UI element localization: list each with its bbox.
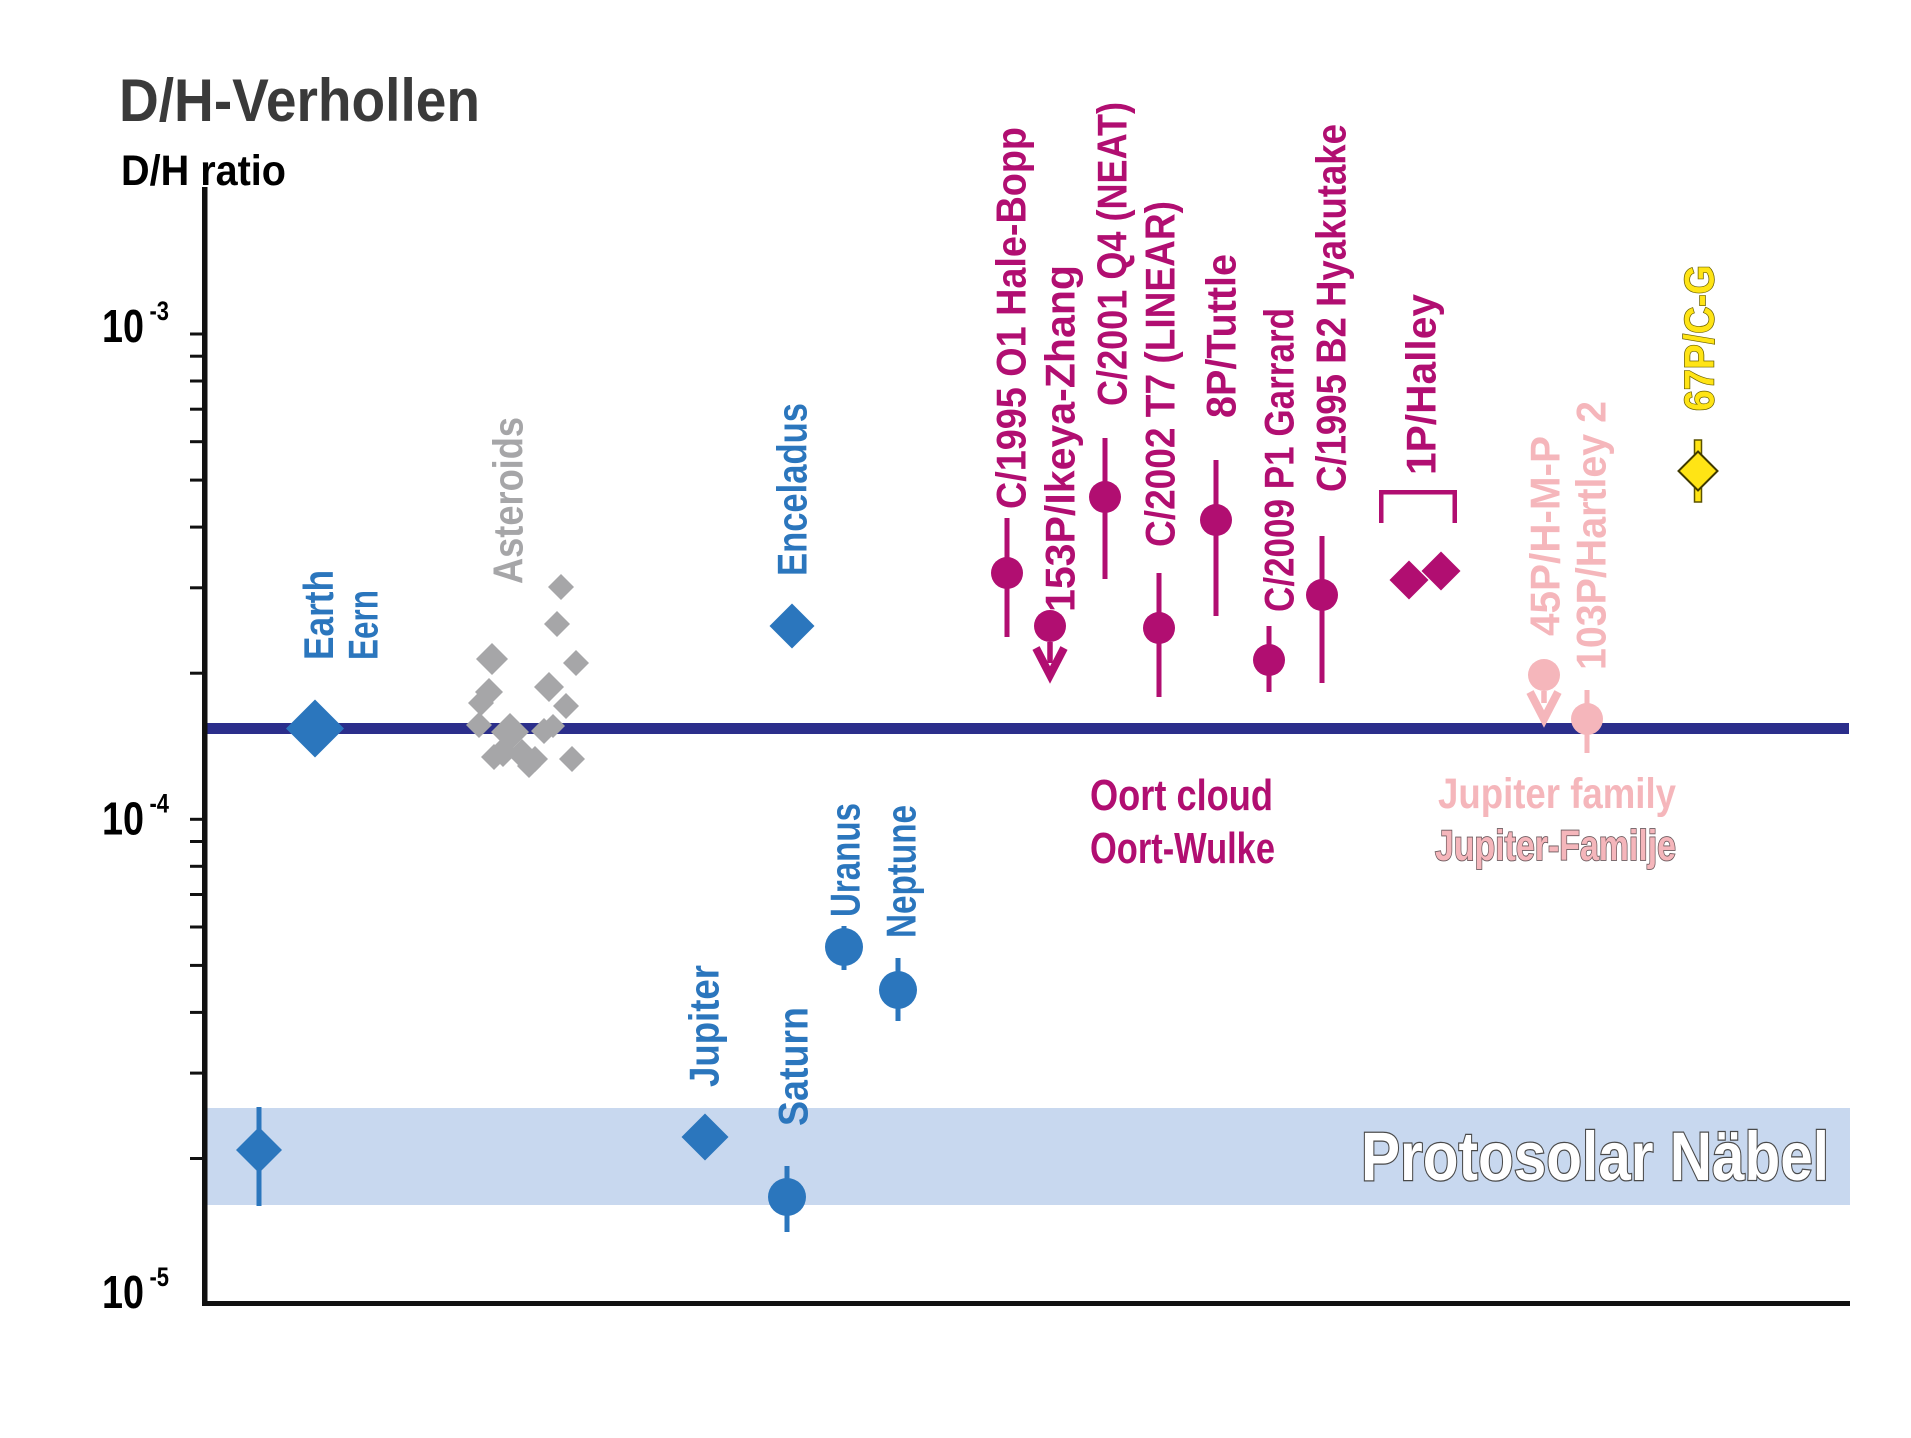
svg-text:Oort-Wulke: Oort-Wulke xyxy=(1090,824,1275,873)
svg-text:C/2001 Q4 (NEAT): C/2001 Q4 (NEAT) xyxy=(1089,102,1136,406)
svg-text:Uranus: Uranus xyxy=(822,803,869,917)
svg-text:103P/Hartley 2: 103P/Hartley 2 xyxy=(1568,401,1615,670)
svg-text:-3: -3 xyxy=(150,296,170,326)
svg-text:67P/C-G: 67P/C-G xyxy=(1676,265,1723,411)
svg-text:Neptune: Neptune xyxy=(878,805,925,938)
svg-text:10: 10 xyxy=(102,793,144,845)
svg-text:Protosolar Näbel: Protosolar Näbel xyxy=(1361,1118,1829,1195)
svg-text:C/2009 P1 Garrard: C/2009 P1 Garrard xyxy=(1256,308,1303,612)
svg-text:-5: -5 xyxy=(150,1262,170,1292)
svg-text:Asteroids: Asteroids xyxy=(485,417,532,584)
svg-text:Jupiter: Jupiter xyxy=(681,965,728,1087)
svg-text:D/H-Verhollen: D/H-Verhollen xyxy=(119,67,480,134)
svg-text:10: 10 xyxy=(102,300,144,352)
svg-text:Enceladus: Enceladus xyxy=(769,403,816,576)
svg-text:Eern: Eern xyxy=(340,590,387,660)
svg-text:-4: -4 xyxy=(150,789,170,819)
svg-text:Jupiter family: Jupiter family xyxy=(1438,770,1676,818)
svg-text:8P/Tuttle: 8P/Tuttle xyxy=(1198,254,1245,418)
svg-text:Saturn: Saturn xyxy=(770,1007,817,1126)
svg-text:Jupiter-Familje: Jupiter-Familje xyxy=(1435,822,1676,870)
svg-text:1P/Halley: 1P/Halley xyxy=(1398,293,1445,475)
svg-text:C/1995 B2 Hyakutake: C/1995 B2 Hyakutake xyxy=(1308,124,1355,492)
svg-text:153P/Ikeya-Zhang: 153P/Ikeya-Zhang xyxy=(1037,265,1084,612)
svg-text:C/1995 O1 Hale-Bopp: C/1995 O1 Hale-Bopp xyxy=(988,127,1035,509)
svg-text:Oort cloud: Oort cloud xyxy=(1090,771,1273,820)
svg-text:C/2002 T7 (LINEAR): C/2002 T7 (LINEAR) xyxy=(1137,201,1184,547)
svg-text:45P/H-M-P: 45P/H-M-P xyxy=(1522,436,1569,636)
svg-text:10: 10 xyxy=(102,1266,144,1318)
svg-text:Earth: Earth xyxy=(295,570,342,660)
svg-text:D/H ratio: D/H ratio xyxy=(121,147,286,195)
